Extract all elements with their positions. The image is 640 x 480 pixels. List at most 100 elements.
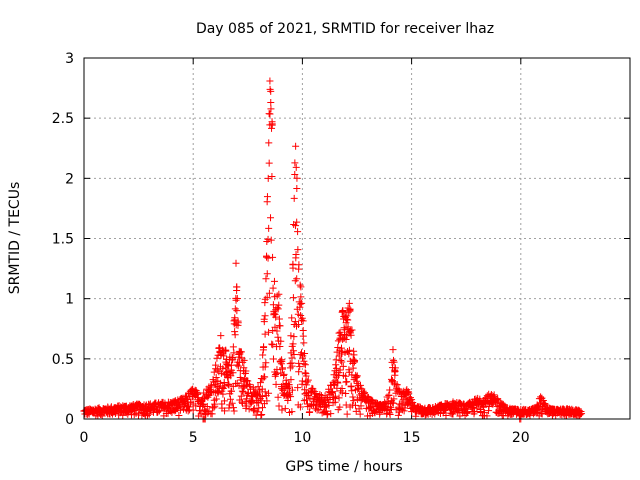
data-point <box>261 388 269 396</box>
data-point <box>342 372 350 380</box>
data-point <box>338 384 346 392</box>
data-point <box>297 283 305 291</box>
data-point <box>273 327 281 335</box>
data-point <box>225 381 233 389</box>
data-point <box>261 295 269 303</box>
data-point <box>213 354 221 362</box>
data-point <box>263 193 271 201</box>
data-point <box>175 412 183 420</box>
data-point <box>184 402 192 410</box>
data-point <box>294 246 302 254</box>
data-point <box>184 407 192 415</box>
data-point <box>296 300 304 308</box>
data-point <box>220 397 228 405</box>
data-point <box>336 328 344 336</box>
data-point <box>266 77 274 85</box>
data-point <box>345 350 353 358</box>
data-point <box>260 315 268 323</box>
data-point <box>299 332 307 340</box>
data-point <box>268 124 276 132</box>
data-point <box>267 214 275 222</box>
data-point <box>288 314 296 322</box>
data-point <box>537 393 545 401</box>
data-point <box>299 354 307 362</box>
data-point <box>261 373 269 381</box>
data-point <box>269 341 277 349</box>
data-point <box>343 312 351 320</box>
data-point <box>289 294 297 302</box>
x-tick-label: 0 <box>80 430 89 446</box>
data-point <box>238 387 246 395</box>
data-point <box>264 235 272 243</box>
data-point <box>541 400 549 408</box>
data-point <box>386 386 394 394</box>
data-point <box>244 377 252 385</box>
data-point <box>298 349 306 357</box>
data-point <box>480 403 488 411</box>
data-point <box>293 218 301 226</box>
data-point <box>275 301 283 309</box>
data-point <box>357 381 365 389</box>
data-point <box>253 399 261 407</box>
data-point <box>329 388 337 396</box>
data-point <box>231 305 239 313</box>
y-tick-label: 2.5 <box>52 111 74 127</box>
data-point <box>290 194 298 202</box>
data-point <box>226 395 234 403</box>
data-point <box>336 366 344 374</box>
data-point <box>400 407 408 415</box>
data-point <box>226 368 234 376</box>
data-point <box>352 371 360 379</box>
chart-title: Day 085 of 2021, SRMTID for receiver lha… <box>196 21 494 37</box>
data-point <box>356 410 364 418</box>
data-point <box>348 387 356 395</box>
data-point <box>119 411 127 419</box>
data-point <box>237 348 245 356</box>
data-point <box>276 322 284 330</box>
data-point <box>183 394 191 402</box>
data-point <box>212 361 220 369</box>
data-point <box>233 283 241 291</box>
data-point <box>267 236 275 244</box>
data-point <box>269 284 277 292</box>
data-point <box>269 253 277 261</box>
data-point <box>300 339 308 347</box>
data-point <box>267 105 275 113</box>
data-point <box>341 326 349 334</box>
data-point <box>263 397 271 405</box>
data-point <box>245 405 253 413</box>
data-point <box>259 351 267 359</box>
data-point <box>223 361 231 369</box>
data-point <box>391 367 399 375</box>
data-point <box>277 337 285 345</box>
data-point <box>235 382 243 390</box>
data-point <box>396 388 404 396</box>
data-point <box>301 349 309 357</box>
data-point <box>261 312 269 320</box>
data-point <box>289 264 297 272</box>
data-point <box>334 379 342 387</box>
data-point <box>236 349 244 357</box>
data-point <box>296 363 304 371</box>
data-point <box>194 390 202 398</box>
data-point <box>131 406 139 414</box>
data-point <box>185 403 193 411</box>
data-point <box>385 391 393 399</box>
data-point <box>345 346 353 354</box>
data-point <box>338 358 346 366</box>
data-point <box>293 184 301 192</box>
data-point <box>261 330 269 338</box>
data-point <box>213 366 221 374</box>
data-point <box>291 170 299 178</box>
data-point <box>212 395 220 403</box>
y-tick-label: 1 <box>65 292 74 308</box>
data-point <box>292 222 300 230</box>
data-point <box>272 313 280 321</box>
y-axis-label: SRMTID / TECUs <box>7 182 23 295</box>
data-point <box>237 392 245 400</box>
data-point <box>332 364 340 372</box>
data-point <box>337 356 345 364</box>
data-point <box>265 328 273 336</box>
data-point <box>154 408 162 416</box>
